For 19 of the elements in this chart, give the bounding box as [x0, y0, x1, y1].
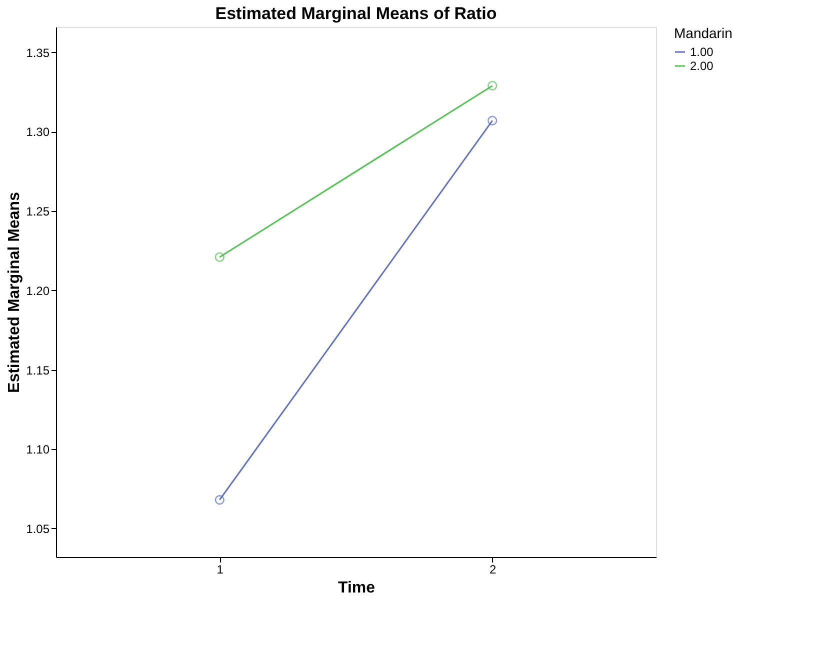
y-tick-label: 1.20	[26, 284, 50, 298]
x-tick-label: 2	[490, 562, 497, 576]
chart-title: Estimated Marginal Means of Ratio	[215, 4, 497, 23]
y-axis-title: Estimated Marginal Means	[6, 192, 24, 393]
y-tick-label: 1.15	[26, 363, 50, 378]
y-tick-label: 1.10	[26, 442, 50, 457]
point	[214, 495, 224, 505]
y-tick-label: 1.25	[26, 204, 50, 219]
y-tick-label: 1.05	[26, 522, 50, 536]
x-tick-label: 1	[216, 562, 224, 576]
y-tick-label: 1.35	[26, 46, 50, 60]
x-axis-title: Time	[338, 580, 376, 596]
legend-label: 2.00	[690, 59, 714, 73]
point	[214, 252, 224, 262]
legend-label: 1.00	[690, 45, 714, 59]
point	[488, 80, 498, 91]
y-tick-label: 1.30	[26, 125, 50, 140]
legend-title: Mandarin	[674, 25, 732, 41]
point	[488, 116, 498, 126]
